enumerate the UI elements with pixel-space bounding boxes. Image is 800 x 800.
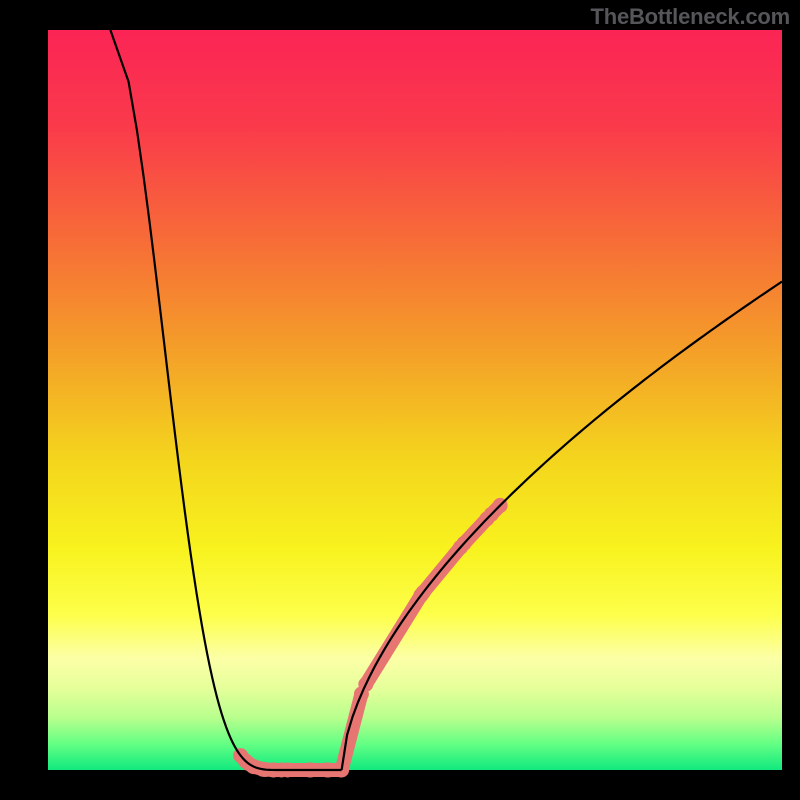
watermark-text: TheBottleneck.com: [590, 4, 790, 30]
chart-container: TheBottleneck.com: [0, 0, 800, 800]
plot-background: [48, 30, 782, 770]
chart-svg: [0, 0, 800, 800]
